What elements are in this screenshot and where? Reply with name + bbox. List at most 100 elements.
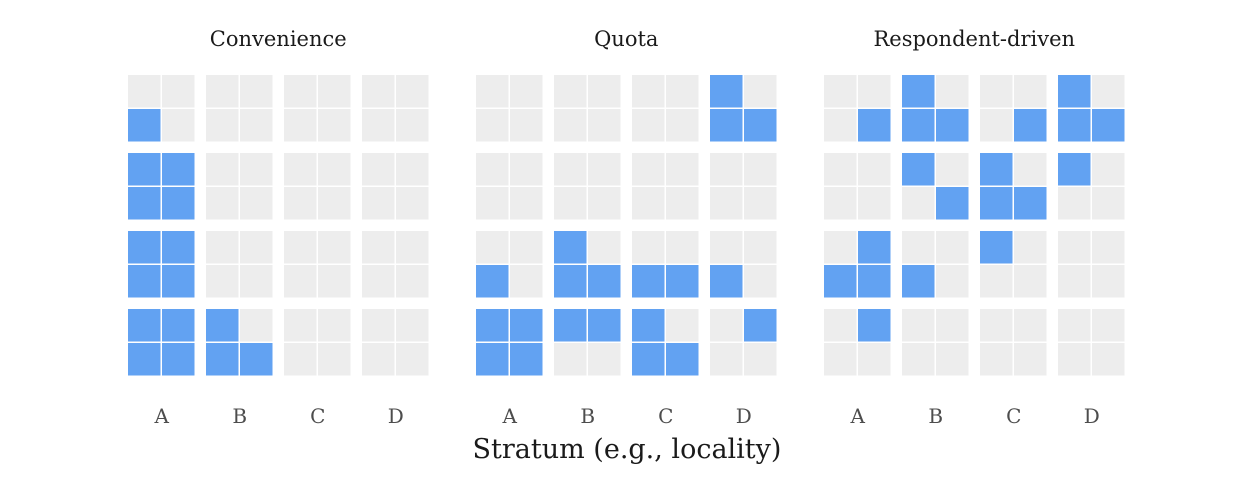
unsampled-cell (396, 153, 429, 186)
unsampled-cell (902, 231, 935, 264)
unsampled-cell (710, 153, 743, 186)
unsampled-cell (476, 75, 509, 108)
unsampled-cell (902, 187, 935, 220)
unsampled-cell (510, 153, 543, 186)
sampled-cell (936, 187, 969, 220)
unsampled-cell (744, 75, 777, 108)
unsampled-cell (318, 153, 351, 186)
unsampled-cell (318, 75, 351, 108)
unsampled-cell (510, 109, 543, 142)
unsampled-cell (476, 153, 509, 186)
sampled-cell (476, 309, 509, 342)
sampled-cell (554, 231, 587, 264)
unsampled-cell (1014, 343, 1047, 376)
unsampled-cell (824, 309, 857, 342)
sampled-cell (744, 309, 777, 342)
unsampled-cell (206, 109, 239, 142)
sampled-cell (1092, 109, 1125, 142)
unsampled-cell (710, 231, 743, 264)
unsampled-cell (632, 231, 665, 264)
unsampled-cell (206, 75, 239, 108)
unsampled-cell (666, 75, 699, 108)
unsampled-cell (362, 231, 395, 264)
sampled-cell (162, 187, 195, 220)
sampled-cell (588, 309, 621, 342)
unsampled-cell (1092, 231, 1125, 264)
x-axis-title: Stratum (e.g., locality) (473, 434, 782, 465)
unsampled-cell (1092, 75, 1125, 108)
panel-title: Respondent-driven (873, 27, 1075, 51)
unsampled-cell (284, 231, 317, 264)
stratum-tick-label: A (154, 404, 170, 428)
unsampled-cell (1014, 153, 1047, 186)
unsampled-cell (162, 75, 195, 108)
panel-title: Convenience (210, 27, 347, 51)
sampled-cell (744, 109, 777, 142)
sampled-cell (902, 265, 935, 298)
unsampled-cell (824, 153, 857, 186)
panel-title: Quota (594, 27, 658, 51)
unsampled-cell (510, 265, 543, 298)
unsampled-cell (362, 343, 395, 376)
unsampled-cell (936, 231, 969, 264)
stratum-tick-label: B (232, 404, 247, 428)
unsampled-cell (128, 75, 161, 108)
unsampled-cell (1058, 231, 1091, 264)
sampled-cell (858, 109, 891, 142)
unsampled-cell (240, 265, 273, 298)
unsampled-cell (824, 187, 857, 220)
unsampled-cell (1058, 187, 1091, 220)
sampled-cell (128, 231, 161, 264)
unsampled-cell (362, 109, 395, 142)
unsampled-cell (396, 231, 429, 264)
unsampled-cell (1014, 231, 1047, 264)
unsampled-cell (980, 309, 1013, 342)
unsampled-cell (936, 153, 969, 186)
sampled-cell (206, 343, 239, 376)
sampled-cell (858, 309, 891, 342)
unsampled-cell (318, 109, 351, 142)
stratum-tick-label: D (736, 404, 752, 428)
unsampled-cell (554, 109, 587, 142)
unsampled-cell (980, 109, 1013, 142)
unsampled-cell (902, 309, 935, 342)
unsampled-cell (510, 75, 543, 108)
unsampled-cell (476, 231, 509, 264)
sampled-cell (128, 309, 161, 342)
unsampled-cell (284, 75, 317, 108)
unsampled-cell (588, 153, 621, 186)
sampled-cell (128, 109, 161, 142)
unsampled-cell (510, 231, 543, 264)
sampled-cell (1058, 109, 1091, 142)
unsampled-cell (632, 75, 665, 108)
sampled-cell (666, 265, 699, 298)
sampled-cell (632, 309, 665, 342)
unsampled-cell (824, 231, 857, 264)
unsampled-cell (284, 343, 317, 376)
unsampled-cell (554, 153, 587, 186)
unsampled-cell (240, 309, 273, 342)
sampled-cell (476, 265, 509, 298)
unsampled-cell (744, 343, 777, 376)
unsampled-cell (632, 109, 665, 142)
unsampled-cell (666, 153, 699, 186)
unsampled-cell (980, 265, 1013, 298)
sampled-cell (858, 265, 891, 298)
unsampled-cell (710, 309, 743, 342)
sampled-cell (554, 309, 587, 342)
sampled-cell (936, 109, 969, 142)
sampled-cell (902, 153, 935, 186)
unsampled-cell (396, 309, 429, 342)
sampled-cell (162, 265, 195, 298)
unsampled-cell (362, 75, 395, 108)
unsampled-cell (162, 109, 195, 142)
sampled-cell (902, 75, 935, 108)
unsampled-cell (318, 343, 351, 376)
unsampled-cell (284, 153, 317, 186)
unsampled-cell (476, 109, 509, 142)
unsampled-cell (554, 187, 587, 220)
unsampled-cell (206, 231, 239, 264)
unsampled-cell (206, 187, 239, 220)
unsampled-cell (858, 187, 891, 220)
